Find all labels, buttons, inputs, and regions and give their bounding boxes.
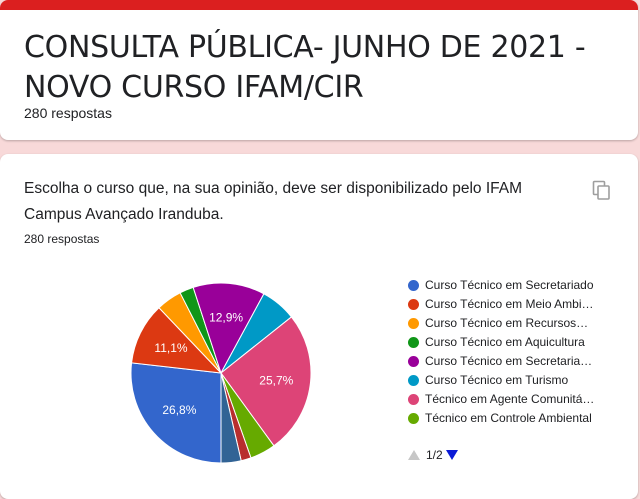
copy-icon[interactable] (592, 180, 612, 202)
pie-slice-4[interactable] (192, 282, 265, 375)
pie-slice-0[interactable] (130, 362, 222, 464)
legend-swatch (408, 318, 419, 329)
legend-swatch (408, 413, 419, 424)
legend-label: Curso Técnico em Turismo (425, 373, 569, 387)
legend-next-page-icon[interactable] (446, 450, 458, 460)
legend-swatch (408, 337, 419, 348)
legend-label: Curso Técnico em Aquicultura (425, 335, 585, 349)
pie-slice-6[interactable] (220, 316, 312, 447)
form-title: CONSULTA PÚBLICA- JUNHO DE 2021 - NOVO C… (24, 30, 586, 105)
question-card: Escolha o curso que, na sua opinião, dev… (0, 154, 638, 499)
legend-label: Curso Técnico em Secretaria… (425, 354, 593, 368)
legend-label: Curso Técnico em Meio Ambi… (425, 297, 594, 311)
legend-swatch (408, 356, 419, 367)
legend-label: Técnico em Controle Ambiental (425, 411, 592, 425)
legend-swatch (408, 299, 419, 310)
legend-swatch (408, 375, 419, 386)
legend-label: Curso Técnico em Recursos… (425, 316, 589, 330)
legend-page-indicator: 1/2 (426, 448, 443, 462)
pie-slice-label-4: 12,9% (209, 310, 243, 324)
pie-slice-label-6: 25,7% (259, 374, 293, 388)
legend-label: Curso Técnico em Secretariado (425, 278, 594, 292)
pie-slice-label-0: 26,8% (162, 403, 196, 417)
legend-swatch (408, 394, 419, 405)
copy-icon-glyph (592, 180, 610, 200)
question-response-count: 280 respostas (24, 232, 100, 246)
legend-label: Técnico em Agente Comunitá… (425, 392, 595, 406)
pie-slice-9[interactable] (220, 372, 242, 464)
form-header-card: CONSULTA PÚBLICA- JUNHO DE 2021 - NOVO C… (0, 0, 638, 140)
pie-chart: 26,8% 11,1% 12,9% 25,7% (130, 282, 312, 464)
form-response-count: 280 respostas (24, 105, 112, 121)
legend-swatch (408, 280, 419, 291)
question-title: Escolha o curso que, na sua opinião, dev… (24, 180, 523, 223)
pie-slice-label-1: 11,1% (154, 341, 187, 355)
legend-prev-page-icon (408, 450, 420, 460)
form-header-accent-bar (0, 0, 638, 10)
